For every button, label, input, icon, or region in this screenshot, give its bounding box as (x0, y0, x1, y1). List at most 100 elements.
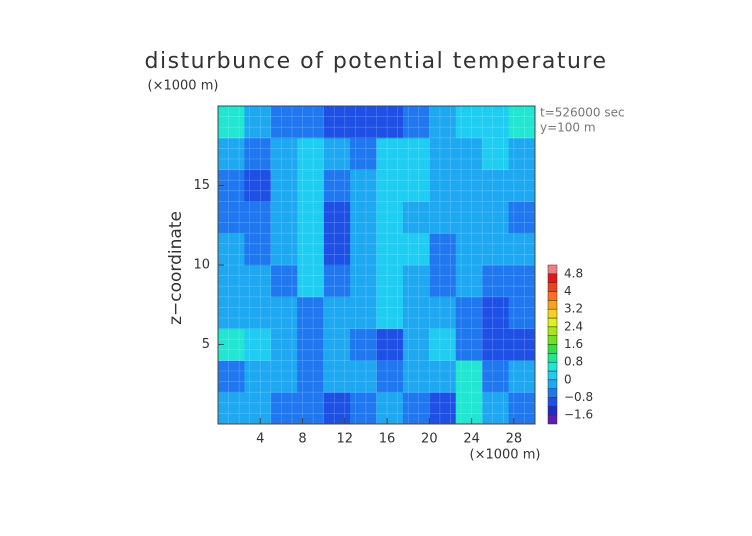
field-cell (376, 392, 404, 425)
field-cell (323, 201, 351, 234)
colorbar-swatch (547, 317, 558, 328)
field-cell (297, 360, 325, 393)
field-cell (508, 296, 536, 330)
field-cell (429, 233, 457, 266)
annotation: t=526000 sec (540, 106, 625, 120)
field-cell (402, 169, 430, 202)
colorbar-swatch (547, 308, 558, 319)
y-unit: (×1000 m) (148, 79, 219, 94)
field-cell (455, 233, 483, 266)
field-cell (508, 392, 536, 425)
field-cell (244, 201, 272, 234)
field-cell (508, 360, 536, 393)
y-tick-label: 15 (193, 178, 210, 193)
field-cell (244, 265, 272, 298)
field-cell (270, 392, 298, 425)
colorbar-label: 0 (564, 372, 572, 386)
field-cell (508, 265, 536, 298)
field-cell (429, 265, 457, 298)
colorbar-swatch (547, 397, 558, 407)
field-cell (297, 137, 325, 171)
field-cell (218, 233, 245, 266)
field-cell (402, 233, 430, 266)
field-cell (455, 392, 483, 425)
colorbar-swatch (547, 361, 558, 372)
field-cell (376, 137, 404, 171)
field-cell (455, 201, 483, 234)
field-cell (402, 201, 430, 234)
field-cell (218, 106, 245, 139)
colorbar-label: 4 (564, 284, 572, 298)
field-cell (244, 169, 272, 202)
field-cell (350, 296, 377, 330)
field-cell (323, 360, 351, 393)
x-tick-label: 20 (421, 432, 438, 447)
field-cell (376, 169, 404, 202)
field-cell (323, 106, 351, 139)
field-cell (323, 169, 351, 202)
field-cell (323, 296, 351, 330)
field-cell (376, 265, 404, 298)
x-tick-label: 16 (379, 432, 396, 447)
y-tick-label: 10 (193, 258, 210, 273)
field-cell (376, 201, 404, 234)
field-cell (376, 296, 404, 330)
field-cell (244, 328, 272, 361)
field-cell (297, 233, 325, 266)
field-cell (350, 360, 377, 393)
field-cell (323, 392, 351, 425)
field-cell (218, 392, 245, 425)
field-cell (508, 169, 536, 202)
field-cell (376, 233, 404, 266)
colorbar-swatch (547, 300, 558, 310)
field-cell (350, 201, 377, 234)
field-cell (455, 169, 483, 202)
field-cell (429, 360, 457, 393)
field-cell (482, 265, 510, 298)
field-cell (402, 328, 430, 361)
colorbar-swatch (547, 344, 558, 354)
field-cell (482, 201, 510, 234)
field-cell (508, 328, 536, 361)
field-cell (402, 296, 430, 330)
field-cell (376, 360, 404, 393)
field-cell (429, 296, 457, 330)
colorbar-label: 3.2 (564, 302, 583, 316)
field-cell (482, 169, 510, 202)
field-cell (482, 106, 510, 139)
field-cell (297, 169, 325, 202)
colorbar-swatch (547, 379, 558, 389)
field-cell (350, 265, 377, 298)
field-cell (508, 233, 536, 266)
field-cell (455, 360, 483, 393)
colorbar-label: 4.8 (564, 266, 583, 280)
field-cell (429, 201, 457, 234)
field-cell (297, 296, 325, 330)
field-cell (350, 392, 377, 425)
field-cell (429, 137, 457, 171)
field-cell (455, 106, 483, 139)
colorbar-label: 1.6 (564, 337, 583, 351)
field-cell (270, 296, 298, 330)
field-cell (508, 137, 536, 171)
field-cell (244, 106, 272, 139)
field-cell (508, 201, 536, 234)
field-cell (429, 328, 457, 361)
field-cell (402, 392, 430, 425)
field-cell (323, 265, 351, 298)
field-cell (429, 169, 457, 202)
field-cell (455, 296, 483, 330)
field-cell (244, 137, 272, 171)
field-cell (455, 137, 483, 171)
x-tick-label: 8 (298, 432, 306, 447)
field-cell (218, 360, 245, 393)
field-cell (218, 137, 245, 171)
field-cell (323, 233, 351, 266)
colorbar-swatch (547, 370, 558, 381)
field-cell (402, 137, 430, 171)
y-axis-label: z−coordinate (166, 211, 186, 325)
colorbar-swatch (547, 282, 558, 292)
field-cell (270, 360, 298, 393)
field-cell (508, 106, 536, 139)
field-cell (244, 392, 272, 425)
